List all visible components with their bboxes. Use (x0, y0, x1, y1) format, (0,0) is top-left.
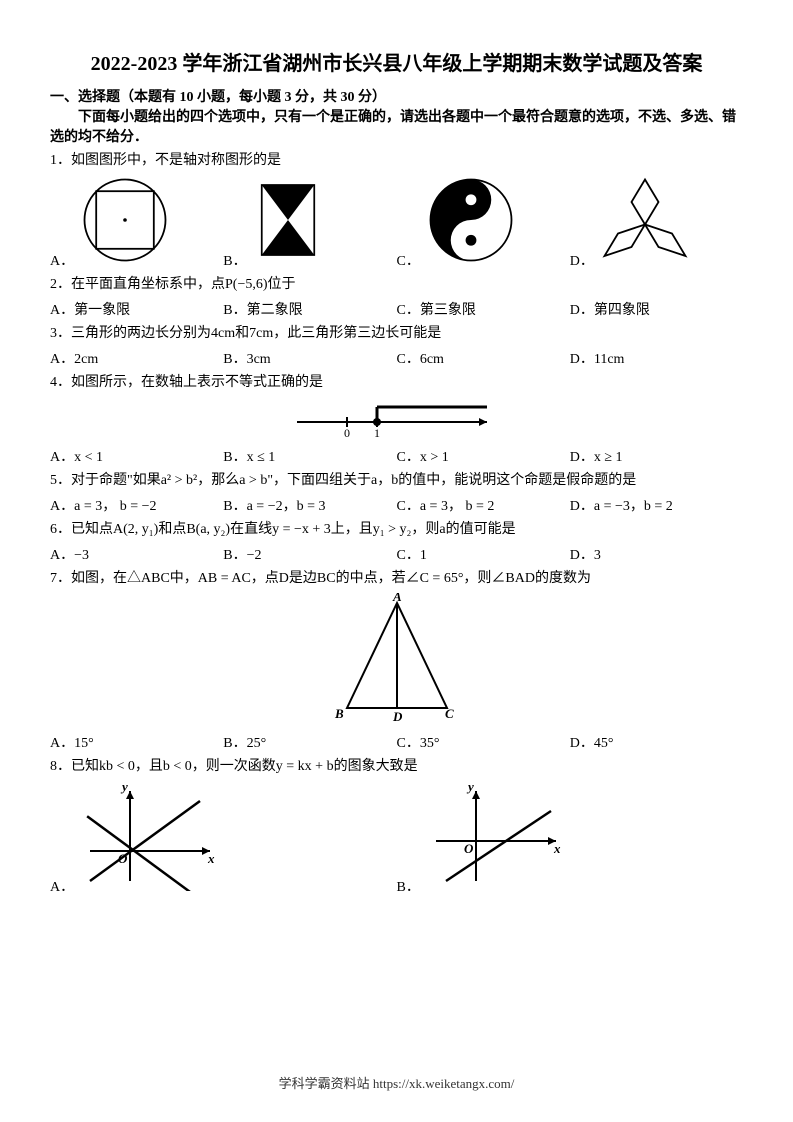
q6-text: 6．已知点A(2, y₁)和点B(a, y₂)在直线y = −x + 3上，且y… (50, 519, 743, 540)
q8-opt-a: A． y x O (50, 781, 397, 896)
q7-text: 7．如图，在△ABC中，AB = AC，点D是边BC的中点，若∠C = 65°，… (50, 568, 743, 589)
q1-opt-c: C． (397, 175, 570, 270)
q1-a-label: A． (50, 250, 74, 270)
q5-c: C．a = 3， b = 2 (397, 495, 495, 515)
q4-figure: 0 1 (50, 397, 743, 442)
q1-d-label: D． (570, 250, 594, 270)
q8-text: 8．已知kb < 0，且b < 0，则一次函数y = kx + b的图象大致是 (50, 756, 743, 777)
q4-d: D．x ≥ 1 (570, 446, 623, 466)
q3-d: D．11cm (570, 348, 625, 368)
q7-label-b: B (334, 706, 344, 721)
q8-opt-b: B． y x O (397, 781, 744, 896)
q2-c: C．第三象限 (397, 299, 476, 319)
svg-text:y: y (466, 781, 474, 794)
q8-options: A． y x O B． y x (50, 781, 743, 896)
q1-options: A． B． C． D． (50, 175, 743, 270)
section-1-header: 一、选择题（本题有 10 小题，每小题 3 分，共 30 分） (50, 86, 743, 106)
q6-d: D．3 (570, 544, 601, 564)
q3-b: B．3cm (223, 348, 270, 368)
q8-b-label: B． (397, 876, 420, 896)
q4-options: A．x < 1 B．x ≤ 1 C．x > 1 D．x ≥ 1 (50, 446, 743, 466)
q1-b-figure (253, 175, 323, 270)
q3-c: C．6cm (397, 348, 444, 368)
q4-tick-0: 0 (344, 426, 350, 437)
q8-a-label: A． (50, 876, 74, 896)
q1-c-figure (426, 175, 516, 270)
q7-options: A．15° B．25° C．35° D．45° (50, 732, 743, 752)
q1-opt-b: B． (223, 175, 396, 270)
q2-d: D．第四象限 (570, 299, 650, 319)
q6-a: A．−3 (50, 544, 89, 564)
q7-b: B．25° (223, 732, 266, 752)
q5-text: 5．对于命题"如果a² > b²，那么a > b"，下面四组关于a，b的值中，能… (50, 470, 743, 491)
q1-opt-d: D． (570, 175, 743, 270)
svg-text:O: O (464, 841, 474, 856)
q8-a-figure: y x O (80, 781, 220, 896)
q2-text: 2．在平面直角坐标系中，点P(−5,6)位于 (50, 274, 743, 295)
page-footer: 学科学霸资料站 https://xk.weiketangx.com/ (0, 1073, 793, 1092)
q3-text: 3．三角形的两边长分别为4cm和7cm，此三角形第三边长可能是 (50, 323, 743, 344)
q6-c: C．1 (397, 544, 427, 564)
q7-label-a: A (392, 593, 402, 604)
q1-text: 1．如图图形中，不是轴对称图形的是 (50, 150, 743, 171)
q5-options: A．a = 3， b = −2 B．a = −2，b = 3 C．a = 3， … (50, 495, 743, 515)
q6-options: A．−3 B．−2 C．1 D．3 (50, 544, 743, 564)
section-1-instruction: 下面每小题给出的四个选项中，只有一个是正确的，请选出各题中一个最符合题意的选项，… (50, 106, 743, 146)
q2-b: B．第二象限 (223, 299, 302, 319)
q1-opt-a: A． (50, 175, 223, 270)
q7-c: C．35° (397, 732, 440, 752)
q7-figure: A B C D (50, 593, 743, 728)
q4-a: A．x < 1 (50, 446, 103, 466)
svg-text:x: x (207, 851, 215, 866)
q4-tick-1: 1 (374, 426, 380, 437)
q7-label-d: D (392, 709, 403, 723)
q7-label-c: C (445, 706, 454, 721)
q7-d: D．45° (570, 732, 614, 752)
q4-b: B．x ≤ 1 (223, 446, 275, 466)
q3-options: A．2cm B．3cm C．6cm D．11cm (50, 348, 743, 368)
q3-a: A．2cm (50, 348, 98, 368)
page-title: 2022-2023 学年浙江省湖州市长兴县八年级上学期期末数学试题及答案 (50, 50, 743, 78)
q2-a: A．第一象限 (50, 299, 130, 319)
q5-b: B．a = −2，b = 3 (223, 495, 325, 515)
q5-a: A．a = 3， b = −2 (50, 495, 157, 515)
q4-c: C．x > 1 (397, 446, 449, 466)
q1-b-label: B． (223, 250, 246, 270)
q7-a: A．15° (50, 732, 94, 752)
q1-a-figure (80, 175, 170, 270)
svg-text:x: x (553, 841, 561, 856)
q1-d-figure (600, 175, 690, 270)
q8-b-figure: y x O (426, 781, 566, 896)
q2-options: A．第一象限 B．第二象限 C．第三象限 D．第四象限 (50, 299, 743, 319)
q5-d: D．a = −3，b = 2 (570, 495, 673, 515)
q4-text: 4．如图所示，在数轴上表示不等式正确的是 (50, 372, 743, 393)
svg-text:y: y (120, 781, 128, 794)
q6-b: B．−2 (223, 544, 261, 564)
q1-c-label: C． (397, 250, 420, 270)
